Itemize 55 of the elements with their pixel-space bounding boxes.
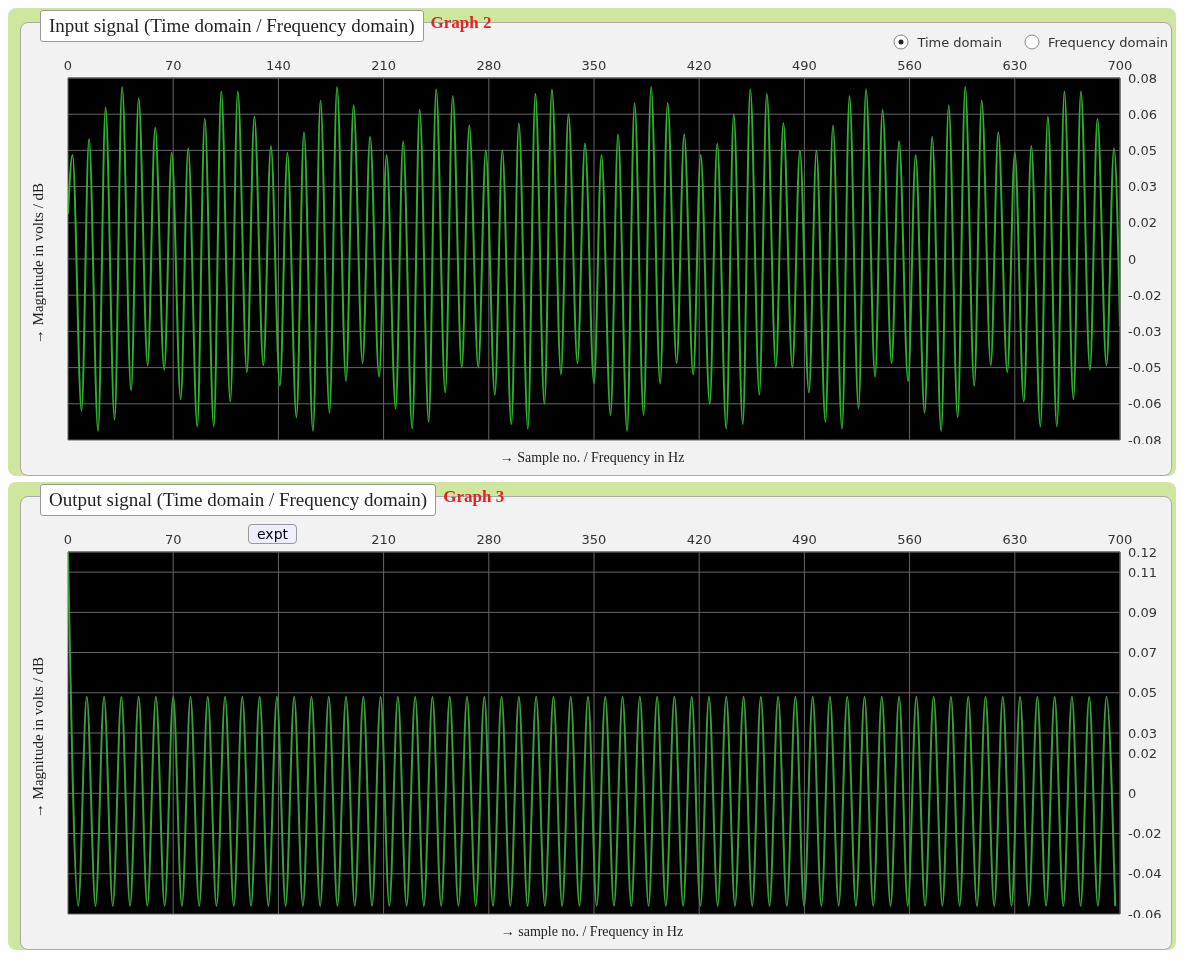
line-series: [68, 86, 1120, 432]
x-tick-label: 0: [63, 532, 73, 547]
x-tick-label: 630: [1002, 532, 1028, 547]
text: expt: [248, 524, 298, 544]
x-tick-label: 700: [1107, 532, 1133, 547]
x-tick-label: 0: [63, 58, 73, 73]
x-tick-label: 70: [164, 532, 182, 547]
y-tick-label: 0: [1128, 785, 1137, 801]
y-tick-label: 0: [1128, 251, 1137, 267]
y-axis-title: → Magnitude in volts / dB: [30, 182, 48, 344]
x-axis-title: → Sample no. / Frequency in Hz: [498, 450, 686, 466]
x-tick-label: 420: [686, 58, 712, 73]
y-tick-label: -0.03: [1128, 324, 1162, 340]
caption: Graph 3: [443, 487, 505, 507]
x-tick-label: 280: [476, 58, 502, 73]
x-tick-label: 700: [1107, 58, 1133, 73]
x-tick-label: 140: [265, 58, 291, 73]
y-tick-label: -0.06: [1128, 906, 1162, 922]
x-tick-label: 210: [371, 58, 397, 73]
chart-title: Output signal (Time domain / Frequency domain): [40, 484, 437, 516]
y-tick-label: 0.11: [1128, 564, 1157, 580]
x-tick-label: 560: [897, 58, 923, 73]
y-tick-label: 0.12: [1128, 544, 1157, 560]
x-tick-label: 350: [581, 532, 607, 547]
x-tick-label: 280: [476, 532, 502, 547]
text: Time domain: [916, 34, 1003, 50]
y-tick-label: 0.08: [1128, 70, 1157, 86]
y-tick-label: 0.05: [1128, 143, 1157, 159]
x-tick-label: 490: [791, 532, 817, 547]
y-tick-label: -0.05: [1128, 360, 1162, 376]
x-tick-label: 350: [581, 58, 607, 73]
y-tick-label: -0.02: [1128, 826, 1162, 842]
y-tick-label: -0.08: [1128, 432, 1162, 448]
caption: Graph 2: [430, 13, 492, 33]
x-tick-label: 630: [1002, 58, 1028, 73]
y-tick-label: -0.02: [1128, 287, 1162, 303]
y-tick-label: 0.06: [1128, 106, 1157, 122]
x-tick-label: 210: [371, 532, 397, 547]
chart-title: Input signal (Time domain / Frequency domain): [40, 10, 424, 42]
x-tick-label: 70: [164, 58, 182, 73]
y-tick-label: 0.05: [1128, 685, 1157, 701]
y-tick-label: -0.06: [1128, 396, 1162, 412]
y-tick-label: 0.07: [1128, 645, 1157, 661]
x-tick-label: 560: [897, 532, 923, 547]
text: Frequency domain: [1047, 34, 1168, 50]
y-tick-label: 0.03: [1128, 179, 1157, 195]
x-tick-label: 420: [686, 532, 712, 547]
x-axis-title: → sample no. / Frequency in Hz: [499, 924, 685, 940]
y-tick-label: 0.02: [1128, 745, 1157, 761]
x-tick-label: 490: [791, 58, 817, 73]
y-tick-label: 0.09: [1128, 604, 1157, 620]
y-tick-label: 0.03: [1128, 725, 1157, 741]
y-axis-title: → Magnitude in volts / dB: [30, 656, 48, 818]
y-tick-label: 0.02: [1128, 215, 1157, 231]
y-tick-label: -0.04: [1128, 866, 1162, 882]
